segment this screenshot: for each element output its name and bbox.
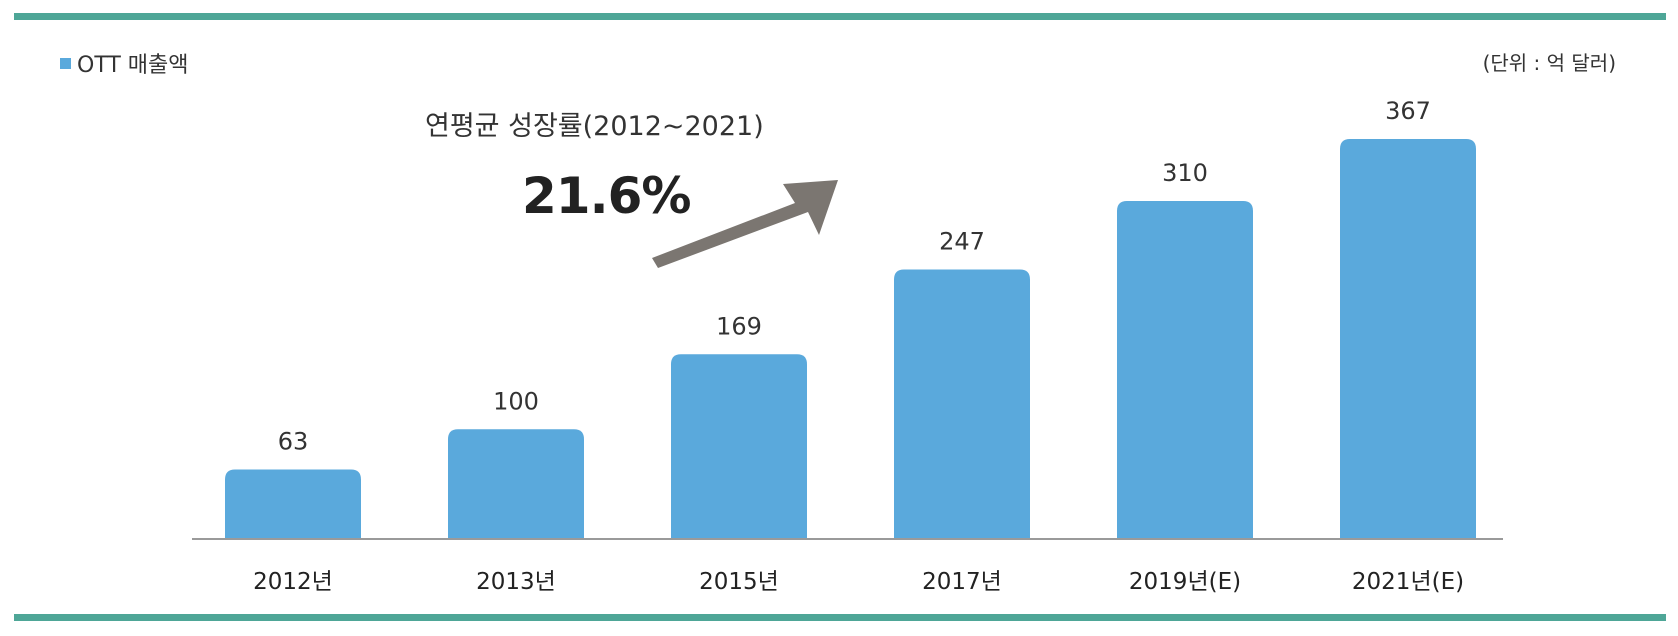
x-tick-label: 2017년: [922, 569, 1002, 595]
bar-2: [671, 354, 807, 538]
bars-group: [225, 139, 1476, 538]
x-tick-label: 2012년: [253, 569, 333, 595]
unit-label: (단위 : 억 달러): [1482, 51, 1616, 75]
bar-value-label: 310: [1162, 159, 1208, 187]
bar-value-label: 247: [939, 227, 985, 255]
growth-arrow: [652, 180, 838, 268]
bar-1: [448, 429, 584, 538]
bar-5: [1340, 139, 1476, 538]
bottom-rule: [14, 614, 1666, 621]
bar-0: [225, 469, 361, 538]
legend-label: OTT 매출액: [77, 53, 189, 78]
cagr-value: 21.6%: [522, 167, 691, 225]
x-tick-label: 2013년: [476, 569, 556, 595]
bar-value-label: 169: [716, 312, 762, 340]
x-tick-label: 2021년(E): [1352, 569, 1464, 595]
labels-group: 63 2012년 100 2013년 169 2015년 247 2017년 310 2019년(…: [253, 97, 1464, 595]
cagr-label: 연평균 성장률(2012~2021): [425, 111, 764, 142]
x-tick-label: 2019년(E): [1129, 569, 1241, 595]
legend: OTT 매출액: [60, 47, 189, 79]
x-tick-label: 2015년: [699, 569, 779, 595]
bar-value-label: 367: [1385, 97, 1431, 125]
bar-4: [1117, 200, 1253, 538]
bar-3: [894, 269, 1030, 538]
bar-value-label: 63: [278, 428, 309, 456]
top-rule: [14, 13, 1666, 20]
legend-swatch: [60, 57, 71, 69]
bar-value-label: 100: [493, 387, 539, 415]
